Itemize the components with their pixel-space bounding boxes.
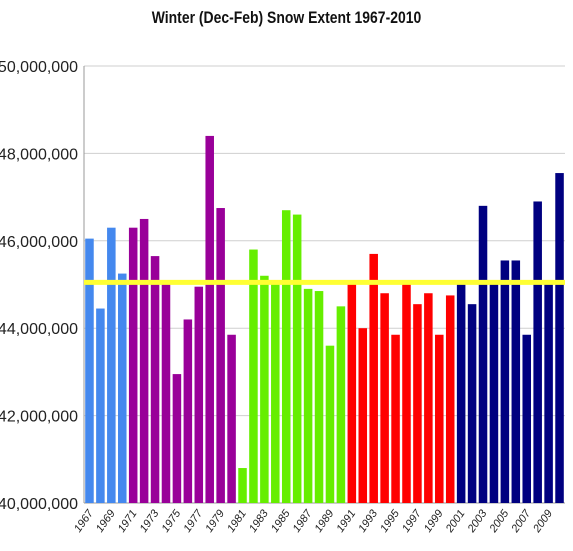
bar-2010 bbox=[555, 173, 564, 503]
x-tick-label: 1997 bbox=[400, 507, 424, 535]
x-tick-label: 1969 bbox=[94, 508, 118, 535]
x-tick-label: 1993 bbox=[356, 507, 380, 535]
y-tick-label: 42,000,000 bbox=[0, 409, 78, 426]
bar-1998 bbox=[424, 293, 433, 503]
bar-1982 bbox=[249, 249, 258, 503]
x-tick-label: 2001 bbox=[443, 508, 467, 536]
bar-1993 bbox=[369, 253, 378, 503]
x-tick-label: 1975 bbox=[160, 507, 184, 535]
bar-1980 bbox=[227, 334, 236, 503]
bars bbox=[85, 135, 564, 504]
bar-1968 bbox=[96, 308, 105, 503]
x-tick-label: 1987 bbox=[291, 507, 315, 535]
y-tick-label: 40,000,000 bbox=[0, 496, 78, 513]
bar-2009 bbox=[544, 284, 553, 503]
bar-1970 bbox=[117, 273, 127, 503]
y-axis-ticks: 40,000,000 42,000,000 44,000,000 46,000,000… bbox=[0, 59, 78, 513]
bar-1991 bbox=[347, 284, 357, 503]
x-tick-label: 2007 bbox=[509, 507, 534, 535]
bar-1974 bbox=[161, 284, 171, 503]
x-tick-label: 2009 bbox=[531, 508, 555, 536]
bar-1992 bbox=[358, 328, 368, 503]
bar-1967 bbox=[85, 238, 94, 504]
bar-2005 bbox=[500, 260, 510, 503]
bar-1988 bbox=[314, 291, 324, 503]
bar-1987 bbox=[303, 288, 313, 503]
bar-1984 bbox=[271, 284, 280, 503]
x-tick-label: 1999 bbox=[422, 508, 446, 535]
x-tick-label: 1979 bbox=[203, 508, 227, 535]
bar-2001 bbox=[456, 284, 466, 503]
x-tick-label: 1981 bbox=[225, 508, 249, 535]
bar-1969 bbox=[107, 227, 116, 503]
bar-2007 bbox=[522, 334, 532, 503]
x-tick-label: 2003 bbox=[465, 507, 490, 535]
bar-1994 bbox=[380, 293, 389, 503]
x-tick-label: 1983 bbox=[247, 507, 271, 535]
x-tick-label: 1991 bbox=[334, 508, 358, 535]
y-tick-label: 50,000,000 bbox=[0, 59, 78, 76]
bar-1996 bbox=[402, 284, 411, 503]
bar-1978 bbox=[205, 135, 214, 504]
bar-1977 bbox=[194, 286, 204, 503]
x-tick-label: 1985 bbox=[269, 507, 293, 535]
y-tick-label: 46,000,000 bbox=[0, 234, 78, 251]
bar-2000 bbox=[445, 295, 455, 503]
bar-2004 bbox=[489, 284, 499, 503]
bar-2008 bbox=[533, 201, 542, 503]
chart-title: Winter (Dec-Feb) Snow Extent 1967-2010 bbox=[151, 8, 422, 27]
bar-1989 bbox=[325, 345, 335, 503]
x-tick-label: 1995 bbox=[378, 507, 402, 535]
bar-1981 bbox=[238, 468, 247, 503]
bar-1971 bbox=[128, 227, 138, 503]
bar-1995 bbox=[391, 334, 400, 503]
x-tick-label: 1977 bbox=[181, 507, 205, 535]
bar-1990 bbox=[336, 306, 346, 503]
x-tick-label: 1973 bbox=[138, 507, 162, 535]
bar-1997 bbox=[413, 304, 422, 503]
bar-1983 bbox=[260, 275, 269, 503]
bar-1973 bbox=[150, 256, 160, 503]
bar-1979 bbox=[216, 208, 225, 503]
bar-1999 bbox=[435, 334, 444, 503]
bar-2002 bbox=[467, 304, 477, 503]
bar-1976 bbox=[183, 319, 193, 503]
bar-1975 bbox=[172, 374, 182, 503]
y-tick-label: 44,000,000 bbox=[0, 321, 78, 338]
bar-2003 bbox=[478, 205, 488, 503]
x-tick-label: 1989 bbox=[313, 508, 337, 535]
bar-2006 bbox=[511, 260, 521, 503]
y-tick-label: 48,000,000 bbox=[0, 146, 78, 163]
bar-1986 bbox=[292, 214, 302, 503]
x-tick-label: 2005 bbox=[487, 507, 512, 535]
x-axis-ticks: 1967196919711973197519771979198119831985… bbox=[72, 507, 555, 535]
bar-1985 bbox=[281, 210, 291, 503]
bar-1972 bbox=[139, 218, 149, 503]
x-tick-label: 1971 bbox=[116, 508, 140, 535]
